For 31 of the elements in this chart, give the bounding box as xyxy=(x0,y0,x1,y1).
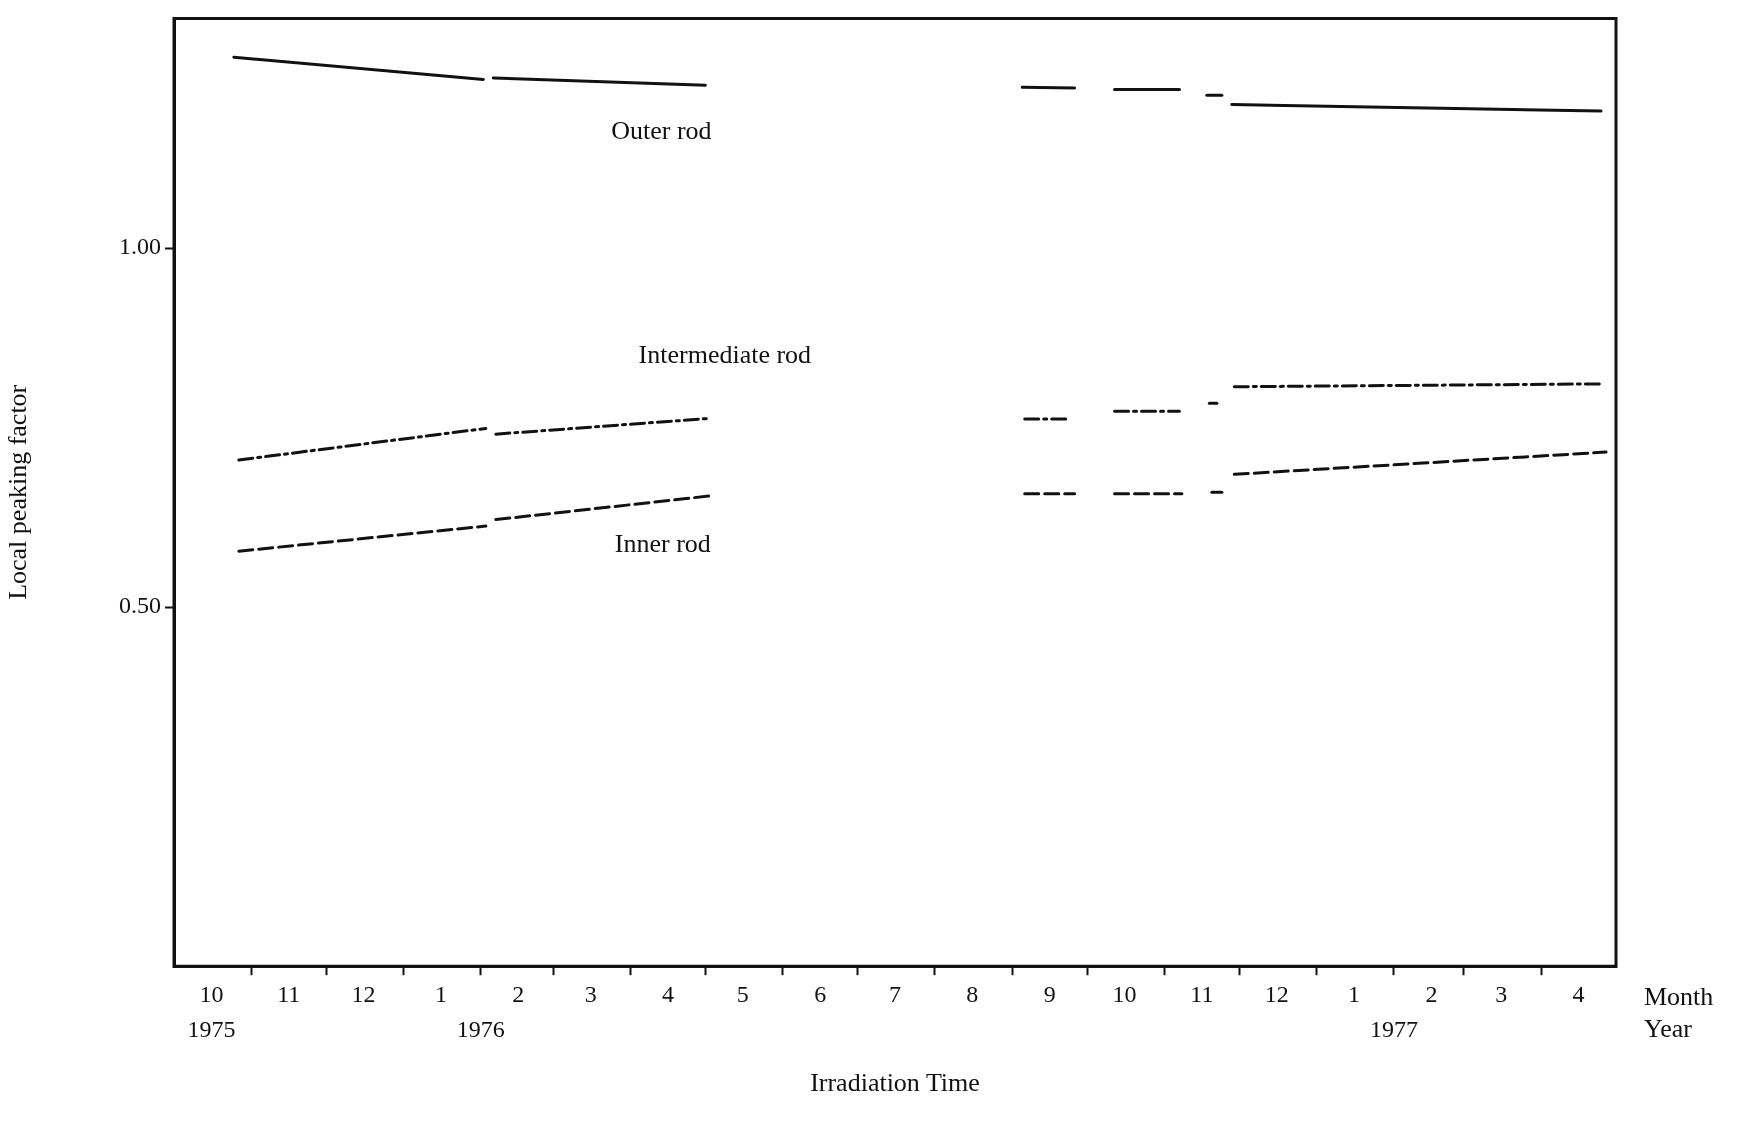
y-tick-label: 1.00 xyxy=(119,233,161,260)
x-tick-label: 10 xyxy=(1112,980,1137,1007)
annotation: Intermediate rod xyxy=(638,339,812,369)
x-tick-label: 8 xyxy=(966,980,979,1007)
y-tick-label: 0.50 xyxy=(119,592,161,619)
x-tick-label: 2 xyxy=(1425,980,1438,1007)
annotation: Inner rod xyxy=(614,529,711,559)
x-tick-label: 4 xyxy=(1572,980,1585,1007)
x-tick-label: 10 xyxy=(199,980,224,1007)
x-tick-label: 3 xyxy=(584,980,597,1007)
x-tick-label: 12 xyxy=(1264,980,1289,1007)
x2-tick-label: 1975 xyxy=(187,1015,236,1042)
annotation: Outer rod xyxy=(611,115,712,145)
y-axis-title: Local peaking factor xyxy=(3,384,33,600)
x-tick-label: 12 xyxy=(351,980,376,1007)
x-tick-label: 1 xyxy=(434,980,447,1007)
x-tick-label: 6 xyxy=(814,980,827,1007)
text: Year xyxy=(1644,1013,1693,1043)
x-axis-title: Irradiation Time xyxy=(810,1068,980,1098)
x-tick-label: 11 xyxy=(1190,980,1214,1007)
x-tick-label: 3 xyxy=(1495,980,1508,1007)
x-tick-label: 7 xyxy=(889,980,901,1007)
x-tick-label: 4 xyxy=(661,980,674,1007)
x-tick-label: 5 xyxy=(736,980,749,1007)
text: Month xyxy=(1644,982,1714,1012)
x-tick-label: 9 xyxy=(1043,980,1056,1007)
x-tick-label: 11 xyxy=(277,980,301,1007)
x-tick-label: 1 xyxy=(1348,980,1361,1007)
x2-tick-label: 1976 xyxy=(456,1015,505,1042)
x2-tick-label: 1977 xyxy=(1369,1015,1418,1042)
x-tick-label: 2 xyxy=(512,980,525,1007)
